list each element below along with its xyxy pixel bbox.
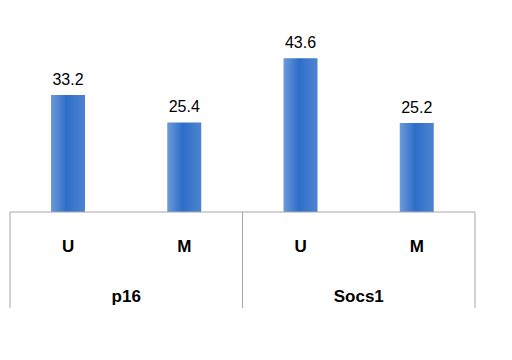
svg-text:Socs1: Socs1 <box>334 287 384 306</box>
svg-text:43.6: 43.6 <box>285 34 316 51</box>
svg-text:p16: p16 <box>112 287 141 306</box>
svg-text:M: M <box>410 237 424 256</box>
svg-text:M: M <box>177 237 191 256</box>
svg-text:33.2: 33.2 <box>52 71 83 88</box>
svg-text:25.2: 25.2 <box>401 99 432 116</box>
svg-text:U: U <box>62 237 74 256</box>
svg-text:25.4: 25.4 <box>169 98 200 115</box>
svg-text:U: U <box>294 237 306 256</box>
